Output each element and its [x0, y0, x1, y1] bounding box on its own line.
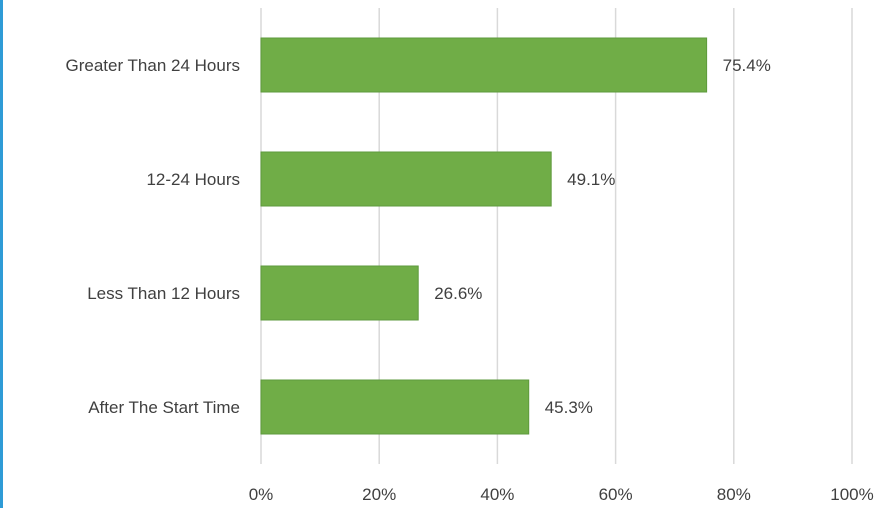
bar-0: [260, 37, 708, 93]
category-label-2: Less Than 12 Hours: [87, 284, 240, 303]
value-label-3: 45.3%: [545, 398, 593, 417]
value-label-1: 49.1%: [567, 170, 615, 189]
value-label-0: 75.4%: [723, 56, 771, 75]
x-tick-labels: 0% 20% 40% 60% 80% 100%: [249, 485, 874, 504]
x-tick-label-0: 0%: [249, 485, 274, 504]
category-label-0: Greater Than 24 Hours: [66, 56, 241, 75]
x-tick-label-40: 40%: [480, 485, 514, 504]
category-labels: Greater Than 24 Hours 12-24 Hours Less Tha…: [66, 56, 241, 417]
value-labels: 75.4% 49.1% 26.6% 45.3%: [434, 56, 771, 417]
left-accent-bar: [0, 0, 3, 508]
value-label-2: 26.6%: [434, 284, 482, 303]
bar-2: [260, 265, 419, 321]
x-tick-label-20: 20%: [362, 485, 396, 504]
category-label-3: After The Start Time: [88, 398, 240, 417]
bars: [260, 37, 708, 435]
category-label-1: 12-24 Hours: [146, 170, 240, 189]
bar-3: [260, 379, 530, 435]
x-tick-label-100: 100%: [830, 485, 873, 504]
bar-1: [260, 151, 552, 207]
x-tick-label-60: 60%: [599, 485, 633, 504]
x-tick-label-80: 80%: [717, 485, 751, 504]
